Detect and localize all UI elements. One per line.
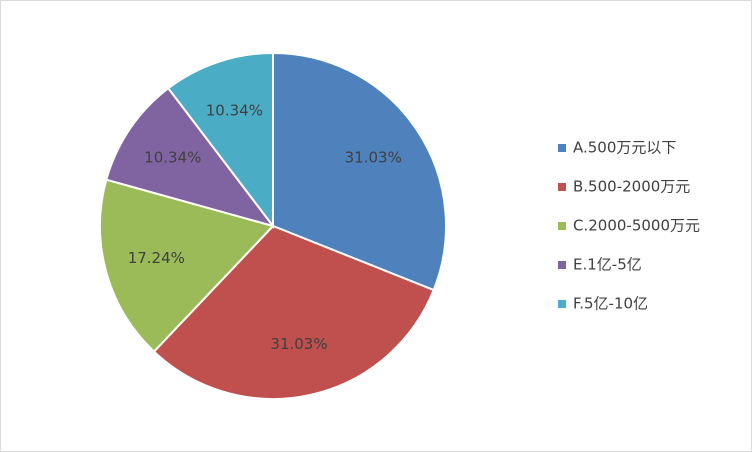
data-label: 10.34% (206, 102, 263, 120)
legend-label: A.500万元以下 (573, 139, 676, 157)
legend-label: F.5亿-10亿 (573, 295, 648, 313)
data-label: 17.24% (128, 249, 185, 267)
legend-swatch (558, 144, 566, 152)
pie-slice (99, 178, 275, 353)
pie-slice (166, 51, 274, 229)
legend-label: C.2000-5000万元 (573, 217, 700, 235)
pie-slice (105, 86, 276, 228)
legend-label: B.500-2000万元 (573, 178, 690, 196)
legend-swatch (558, 222, 566, 230)
legend-label: E.1亿-5亿 (573, 256, 642, 274)
pie-slice (272, 51, 447, 292)
data-label: 10.34% (144, 149, 201, 167)
data-label: 31.03% (270, 335, 327, 353)
pie-slice (152, 224, 436, 400)
legend-swatch (558, 261, 566, 269)
legend-swatch (558, 300, 566, 308)
legend-swatch (558, 183, 566, 191)
data-label: 31.03% (345, 149, 402, 167)
